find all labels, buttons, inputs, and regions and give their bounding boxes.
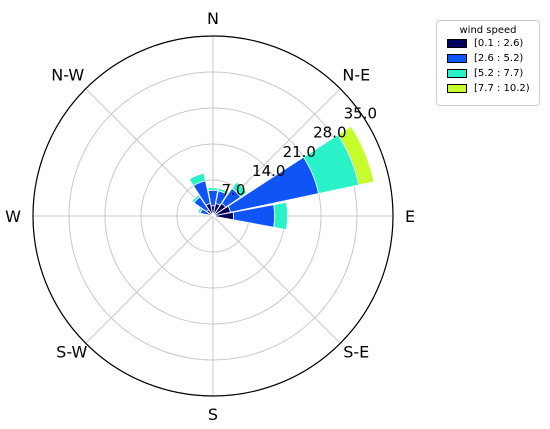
- polar-frame: [32, 35, 394, 397]
- legend-item: [2.6 : 5.2): [447, 51, 539, 66]
- sector-wedge: [212, 215, 216, 218]
- legend-swatch: [447, 39, 467, 48]
- radial-tick-label: 28.0: [313, 124, 346, 142]
- radial-tick-label: 7.0: [222, 181, 246, 199]
- legend-label: [0.1 : 2.6): [474, 38, 524, 49]
- legend-item: [5.2 : 7.7): [447, 66, 539, 81]
- legend-label: [5.2 : 7.7): [474, 68, 524, 79]
- direction-label: N-E: [342, 66, 370, 85]
- legend-item: [7.7 : 10.2): [447, 81, 539, 96]
- legend-item: [0.1 : 2.6): [447, 36, 539, 51]
- sector-wedge: [191, 194, 201, 204]
- sector-wedge: [207, 187, 219, 192]
- direction-label: S-W: [56, 342, 87, 361]
- sector-wedge: [217, 187, 229, 195]
- grid-spoke: [85, 88, 214, 217]
- radial-tick-label: 35.0: [344, 105, 377, 123]
- legend: wind speed [0.1 : 2.6) [2.6 : 5.2) [5.2 …: [436, 20, 540, 106]
- legend-swatch: [447, 84, 467, 93]
- sector-wedge: [337, 125, 375, 186]
- legend-title: wind speed: [459, 25, 517, 36]
- direction-label: S-E: [343, 342, 369, 361]
- sector-wedge: [273, 201, 288, 231]
- axis-labels: 7.0 14.021.028.035.0 N N-E E S-E S S-W W N-W: [5, 9, 415, 424]
- sector-wedge: [188, 172, 206, 187]
- radial-tick-label: 21.0: [283, 143, 316, 161]
- grid-spoke: [85, 215, 214, 344]
- direction-label: S: [208, 405, 218, 424]
- legend-swatch: [447, 54, 467, 63]
- direction-label: N: [207, 9, 219, 28]
- legend-label: [7.7 : 10.2): [474, 83, 530, 94]
- direction-label: W: [5, 207, 21, 226]
- polar-frame-circle: [32, 35, 394, 397]
- legend-label: [2.6 : 5.2): [474, 53, 524, 64]
- radial-tick-label: 14.0: [252, 162, 285, 180]
- sector-wedge: [231, 181, 248, 198]
- windrose-sectors: [188, 125, 375, 231]
- grid-spoke: [212, 215, 341, 344]
- legend-swatch: [447, 69, 467, 78]
- direction-label: N-W: [51, 66, 84, 85]
- direction-label: E: [405, 207, 415, 226]
